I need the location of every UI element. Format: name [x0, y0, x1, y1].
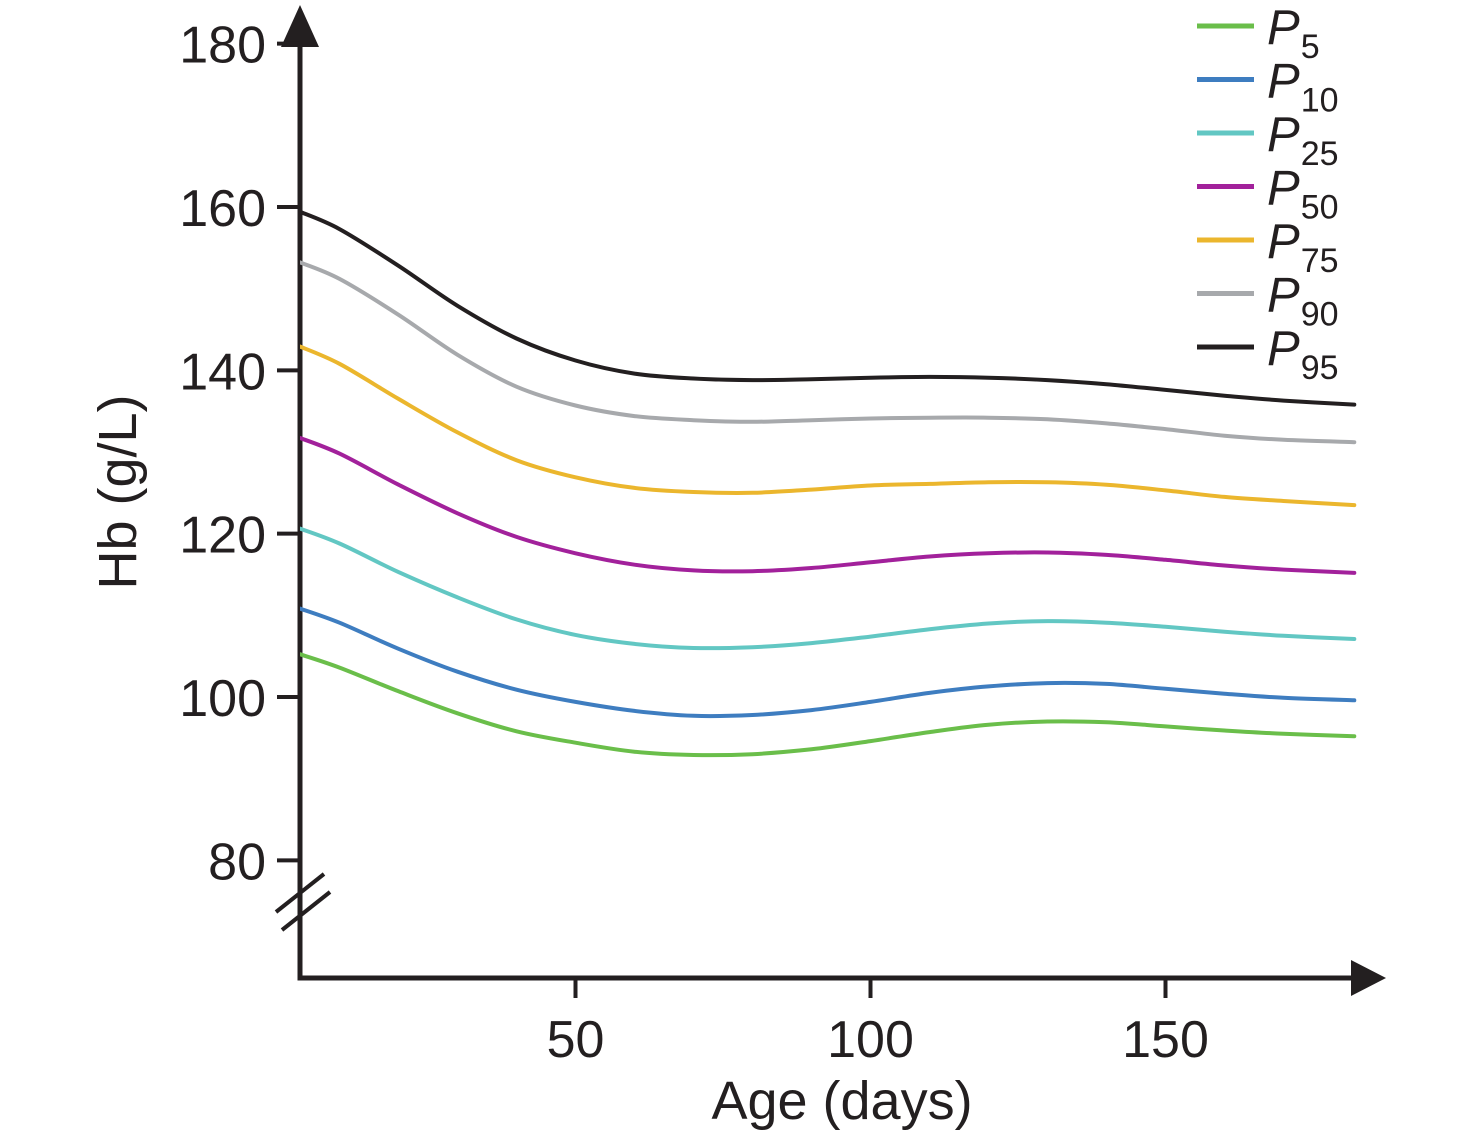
y-tick-label: 180: [179, 17, 266, 75]
legend-item-p75: P75: [1197, 215, 1339, 280]
series-curves: [300, 209, 1357, 758]
legend-label-p25: P25: [1267, 108, 1339, 173]
y-axis-title: Hb (g/L): [88, 394, 148, 589]
x-tick-label: 100: [827, 1011, 914, 1069]
legend-label-p75: P75: [1267, 215, 1339, 280]
y-tick-label: 140: [179, 343, 266, 401]
legend-label-p90: P90: [1267, 269, 1339, 334]
legend-label-p50: P50: [1267, 162, 1339, 227]
legend-item-p5: P5: [1197, 1, 1320, 66]
legend-label-p5: P5: [1267, 1, 1320, 66]
series-line-p75: [300, 344, 1357, 508]
tick-labels: 180 160 140 120 100 80 50 100 150: [179, 17, 1209, 1069]
y-tick-label: 120: [179, 507, 266, 565]
series-line-p90: [300, 260, 1357, 445]
x-axis-arrow-icon: [1351, 960, 1386, 996]
legend-item-p25: P25: [1197, 108, 1339, 173]
series-line-p10: [300, 606, 1357, 719]
series-line-p50: [300, 435, 1357, 575]
legend-label-p10: P10: [1267, 55, 1339, 120]
legend-item-p95: P95: [1197, 322, 1339, 387]
legend-item-p90: P90: [1197, 269, 1339, 334]
y-tick-label: 100: [179, 670, 266, 728]
y-axis-arrow-icon: [281, 5, 319, 47]
axis-break-icon: [274, 872, 326, 914]
series-line-p5: [300, 652, 1357, 758]
x-tick-label: 150: [1122, 1011, 1209, 1069]
series-line-p95: [300, 209, 1357, 407]
y-tick-label: 80: [208, 833, 266, 891]
x-axis-title: Age (days): [711, 1071, 972, 1131]
legend-item-p50: P50: [1197, 162, 1339, 227]
axis-break-icon: [280, 890, 332, 932]
series-line-p25: [300, 526, 1357, 651]
legend-label-p95: P95: [1267, 322, 1339, 387]
x-tick-label: 50: [547, 1011, 605, 1069]
y-tick-label: 160: [179, 180, 266, 238]
legend-item-p10: P10: [1197, 55, 1339, 120]
axes: [274, 5, 1386, 998]
